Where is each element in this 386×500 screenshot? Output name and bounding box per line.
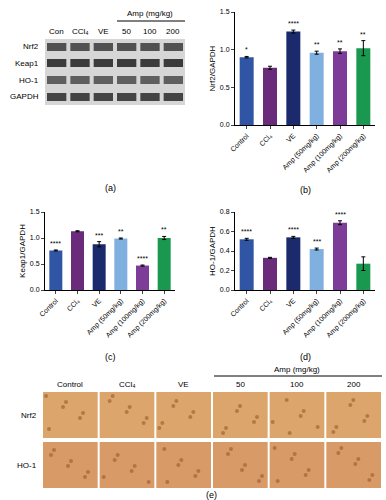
svg-text:100: 100 bbox=[290, 380, 304, 389]
svg-text:1.5: 1.5 bbox=[220, 8, 230, 15]
svg-text:Nrf2/GAPDH: Nrf2/GAPDH bbox=[208, 45, 217, 91]
svg-text:**: ** bbox=[360, 31, 366, 38]
svg-text:**: ** bbox=[118, 228, 124, 235]
svg-text:GAPDH: GAPDH bbox=[10, 92, 39, 101]
svg-text:Amp (50mg/kg): Amp (50mg/kg) bbox=[85, 297, 124, 336]
svg-text:Amp (50mg/kg): Amp (50mg/kg) bbox=[281, 132, 320, 171]
svg-text:VE: VE bbox=[91, 297, 103, 309]
svg-text:****: **** bbox=[335, 211, 346, 218]
svg-text:HO-1: HO-1 bbox=[19, 76, 39, 85]
svg-text:Keap1: Keap1 bbox=[15, 59, 39, 68]
svg-text:HO-1: HO-1 bbox=[17, 461, 37, 470]
svg-text:1.0: 1.0 bbox=[220, 46, 230, 53]
svg-text:****: **** bbox=[50, 240, 61, 247]
svg-text:HO-1/GAPDH: HO-1/GAPDH bbox=[208, 226, 217, 276]
svg-text:****: **** bbox=[137, 255, 148, 262]
svg-text:Amp (50mg/kg): Amp (50mg/kg) bbox=[281, 297, 320, 336]
svg-text:Keap1/GAPDH: Keap1/GAPDH bbox=[18, 224, 27, 278]
svg-text:200: 200 bbox=[347, 380, 361, 389]
svg-text:(d): (d) bbox=[300, 352, 311, 362]
svg-text:0.0: 0.0 bbox=[220, 121, 230, 128]
svg-text:1.0: 1.0 bbox=[30, 234, 40, 241]
svg-text:Amp (100mg/kg): Amp (100mg/kg) bbox=[302, 132, 344, 174]
svg-text:200: 200 bbox=[166, 27, 180, 36]
svg-text:CCl₄: CCl₄ bbox=[119, 380, 136, 389]
svg-text:Control: Control bbox=[38, 297, 59, 318]
svg-text:0.2: 0.2 bbox=[220, 267, 230, 274]
svg-text:Control: Control bbox=[229, 297, 250, 318]
svg-text:VE: VE bbox=[98, 27, 109, 36]
svg-text:50: 50 bbox=[122, 27, 131, 36]
svg-text:**: ** bbox=[161, 226, 167, 233]
svg-text:Con: Con bbox=[49, 27, 64, 36]
svg-text:Amp (100mg/kg): Amp (100mg/kg) bbox=[104, 297, 146, 339]
svg-text:VE: VE bbox=[285, 132, 297, 144]
svg-text:100: 100 bbox=[143, 27, 157, 36]
svg-text:CCl₄: CCl₄ bbox=[72, 27, 89, 36]
svg-text:0.5: 0.5 bbox=[220, 84, 230, 91]
svg-text:Amp (200mg/kg): Amp (200mg/kg) bbox=[325, 132, 367, 174]
svg-text:Amp (200mg/kg): Amp (200mg/kg) bbox=[126, 297, 168, 339]
svg-text:0.0: 0.0 bbox=[30, 286, 40, 293]
svg-text:Control: Control bbox=[229, 132, 250, 153]
svg-text:*: * bbox=[245, 46, 248, 53]
svg-text:(b): (b) bbox=[300, 185, 311, 195]
svg-text:0.6: 0.6 bbox=[220, 228, 230, 235]
svg-text:VE: VE bbox=[285, 297, 297, 309]
svg-text:0.4: 0.4 bbox=[220, 247, 230, 254]
svg-text:***: *** bbox=[95, 232, 103, 239]
svg-text:CCl₄: CCl₄ bbox=[258, 132, 273, 147]
svg-text:****: **** bbox=[241, 228, 252, 235]
svg-text:0.8: 0.8 bbox=[220, 208, 230, 215]
svg-text:**: ** bbox=[314, 41, 320, 48]
svg-text:50: 50 bbox=[236, 380, 245, 389]
svg-text:Nrf2: Nrf2 bbox=[23, 42, 39, 51]
svg-text:****: **** bbox=[288, 20, 299, 27]
svg-text:0.0: 0.0 bbox=[220, 286, 230, 293]
svg-text:Nrf2: Nrf2 bbox=[21, 411, 37, 420]
svg-text:0.5: 0.5 bbox=[30, 260, 40, 267]
svg-text:Amp (mg/kg): Amp (mg/kg) bbox=[274, 365, 320, 374]
svg-text:(a): (a) bbox=[105, 183, 116, 193]
svg-text:****: **** bbox=[288, 226, 299, 233]
svg-text:***: *** bbox=[313, 238, 321, 245]
svg-text:**: ** bbox=[337, 39, 343, 46]
svg-text:Amp (mg/kg): Amp (mg/kg) bbox=[127, 9, 173, 18]
svg-text:CCl₄: CCl₄ bbox=[258, 297, 273, 312]
svg-text:Amp (100mg/kg): Amp (100mg/kg) bbox=[302, 297, 344, 339]
svg-text:(e): (e) bbox=[206, 490, 217, 500]
svg-text:1.5: 1.5 bbox=[30, 208, 40, 215]
svg-text:(c): (c) bbox=[105, 352, 116, 362]
svg-text:VE: VE bbox=[178, 380, 189, 389]
svg-text:Amp (200mg/kg): Amp (200mg/kg) bbox=[325, 297, 367, 339]
svg-text:Control: Control bbox=[57, 380, 83, 389]
svg-text:CCl₄: CCl₄ bbox=[65, 297, 80, 312]
